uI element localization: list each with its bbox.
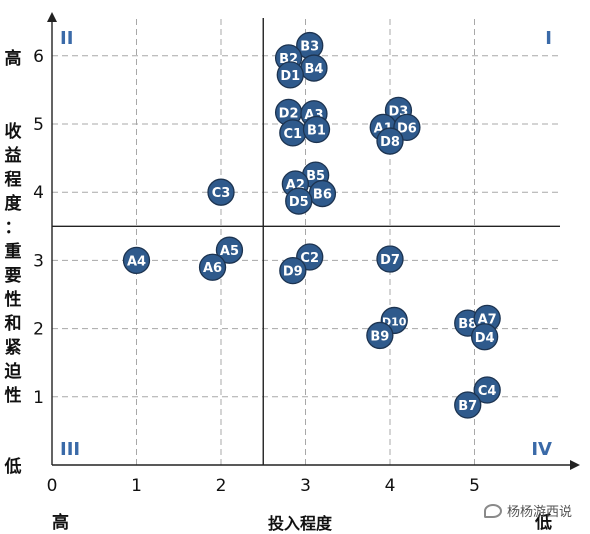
data-point-label-B4: B4 <box>304 62 323 77</box>
data-point-label-B1: B1 <box>307 123 326 138</box>
data-point-D9 <box>279 256 307 285</box>
data-point-label-A5: A5 <box>220 244 239 259</box>
x-axis-high-label: 高 <box>52 513 69 533</box>
chat-bubble-icon <box>483 503 502 518</box>
y-tick-label: 4 <box>33 183 44 203</box>
y-axis-title: 收益程度：重要性和紧迫性 <box>4 122 22 406</box>
x-tick-label: 2 <box>216 476 227 496</box>
watermark: 杨杨游西说 <box>483 501 572 520</box>
data-point-label-D1: D1 <box>280 69 300 84</box>
data-point-label-A6: A6 <box>203 261 222 276</box>
data-point-C4 <box>473 376 501 404</box>
quadrant-label-III: III <box>60 439 80 460</box>
y-tick-label: 3 <box>33 251 44 271</box>
data-point-label-B8: B8 <box>458 317 477 332</box>
y-axis-arrow <box>47 12 57 22</box>
x-tick-label: 4 <box>385 476 396 496</box>
y-tick-label: 1 <box>33 388 44 408</box>
x-tick-label: 1 <box>131 476 142 496</box>
data-point-B1 <box>302 115 331 144</box>
x-tick-label: 5 <box>469 476 480 496</box>
data-point-D1 <box>276 61 304 89</box>
data-point-label-D9: D9 <box>283 265 303 280</box>
data-point-D4 <box>470 323 499 351</box>
data-point-label-C4: C4 <box>478 384 497 399</box>
x-axis-low-label: 低 <box>535 513 552 533</box>
data-point-label-B6: B6 <box>313 188 332 203</box>
data-point-D5 <box>285 187 313 215</box>
y-tick-label: 6 <box>33 47 44 67</box>
data-point-A5 <box>215 236 244 264</box>
x-tick-label: 3 <box>300 476 311 496</box>
data-point-label-D5: D5 <box>289 195 309 210</box>
data-point-A4 <box>122 246 151 275</box>
quadrant-label-I: I <box>545 28 552 49</box>
data-point-label-C3: C3 <box>212 186 231 201</box>
data-point-D8 <box>376 127 404 155</box>
x-axis-arrow <box>570 460 580 470</box>
data-point-label-D2: D2 <box>279 106 299 121</box>
data-point-B9 <box>366 321 394 350</box>
y-tick-label: 5 <box>33 115 44 135</box>
y-axis-low-label: 低 <box>4 457 22 477</box>
data-point-D7 <box>376 245 404 273</box>
data-point-label-A4: A4 <box>127 254 146 269</box>
data-point-B7 <box>454 391 482 419</box>
x-axis-title: 投入程度 <box>268 514 333 533</box>
data-point-label-D6: D6 <box>397 121 417 136</box>
y-tick-label: 2 <box>33 320 44 340</box>
quadrant-label-II: II <box>60 28 73 49</box>
data-point-label-C1: C1 <box>284 127 303 142</box>
y-axis-high-label: 高 <box>4 49 22 69</box>
data-point-label-D7: D7 <box>380 253 400 268</box>
data-point-label-B3: B3 <box>300 40 319 55</box>
data-point-label-B7: B7 <box>458 399 477 414</box>
data-point-label-D4: D4 <box>475 331 495 346</box>
data-point-label-C2: C2 <box>300 251 319 266</box>
data-point-C3 <box>207 178 235 206</box>
data-point-label-B9: B9 <box>370 329 389 344</box>
watermark-text: 杨杨游西说 <box>506 505 572 520</box>
data-point-A6 <box>198 253 227 281</box>
data-point-label-D8: D8 <box>380 135 400 150</box>
x-tick-label: 0 <box>47 476 58 496</box>
quadrant-label-IV: IV <box>531 439 552 460</box>
